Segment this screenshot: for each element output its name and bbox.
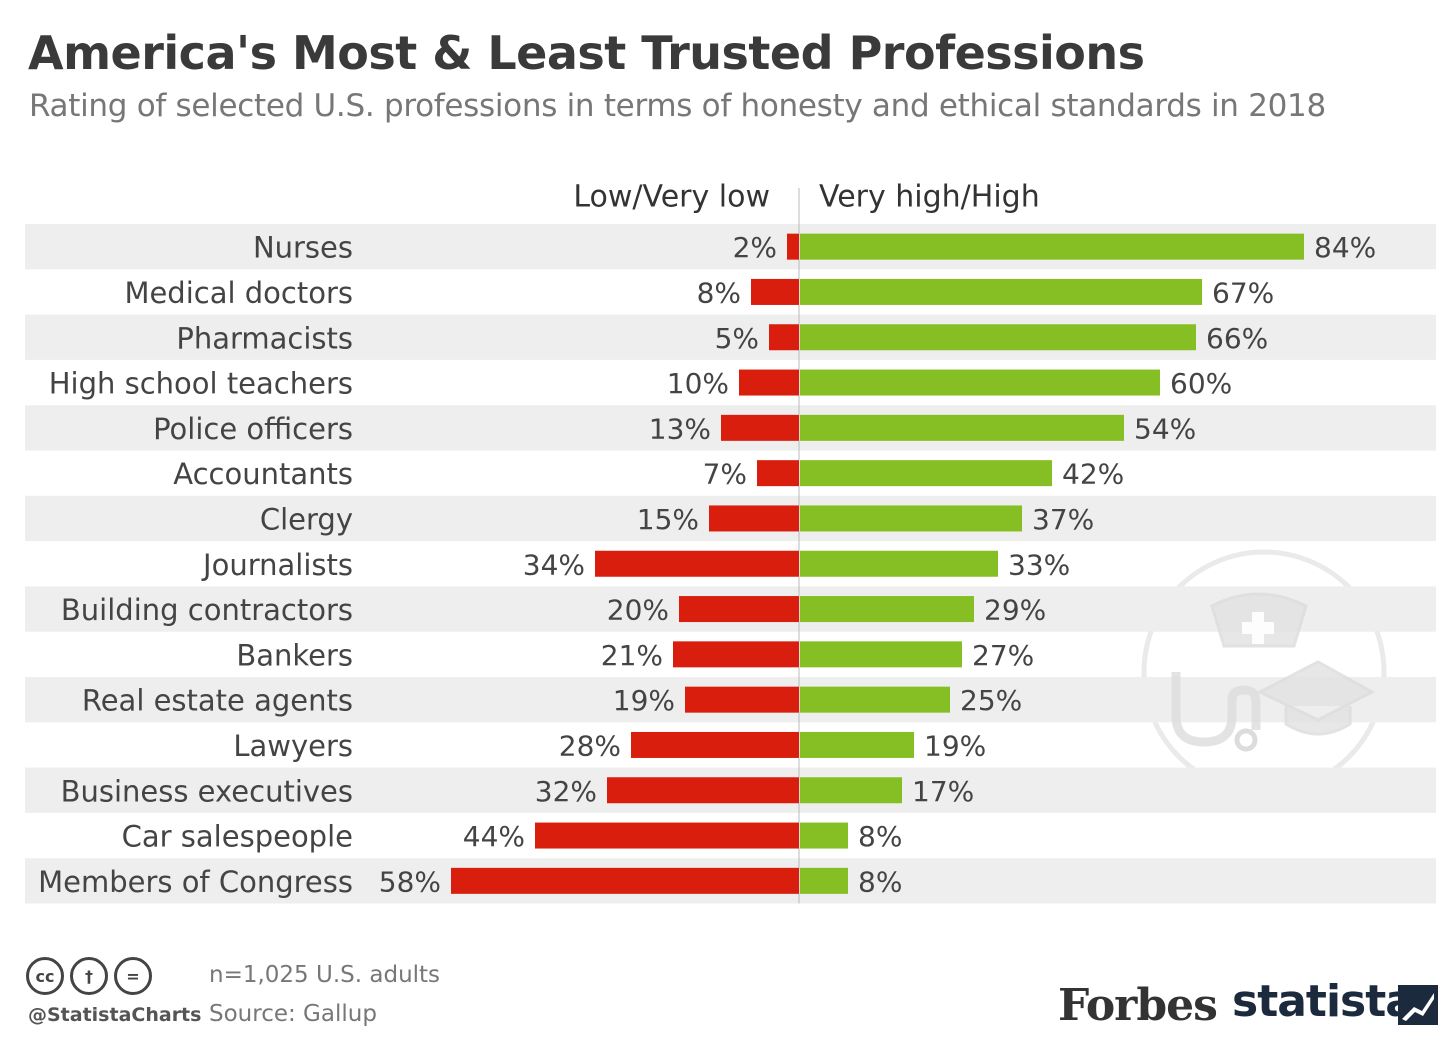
value-label-high: 25% [960, 684, 1022, 717]
bar-low [721, 414, 799, 441]
no-derivatives-icon: = [114, 957, 152, 995]
bar-high [800, 777, 902, 804]
value-label-high: 60% [1170, 367, 1232, 400]
category-label: Journalists [201, 548, 353, 582]
value-label-low: 21% [601, 639, 663, 672]
category-label: Nurses [253, 231, 353, 265]
bar-high [800, 369, 1160, 396]
cross-mark [1242, 612, 1274, 644]
bar-low [595, 550, 799, 577]
bar-high [800, 686, 950, 713]
value-label-low: 13% [649, 412, 711, 445]
bar-high [800, 641, 962, 668]
bar-high [800, 867, 848, 894]
source-note: Source: Gallup [209, 1001, 377, 1027]
chart-title: America's Most & Least Trusted Professio… [28, 26, 1145, 80]
bar-low [709, 505, 799, 532]
row-band [25, 314, 1436, 360]
value-label-low: 15% [637, 503, 699, 536]
bar-high [800, 505, 1022, 532]
value-label-high: 8% [858, 865, 902, 898]
bar-high [800, 278, 1202, 305]
bar-low [673, 641, 799, 668]
value-label-low: 20% [607, 594, 669, 627]
category-label: Car salespeople [122, 820, 353, 854]
value-label-low: 7% [703, 458, 747, 491]
value-label-high: 37% [1032, 503, 1094, 536]
category-label: Clergy [260, 502, 353, 536]
bar-high [800, 822, 848, 849]
value-label-high: 19% [924, 729, 986, 762]
legend-high: Very high/High [819, 180, 1040, 215]
bar-low [751, 278, 799, 305]
legend-low: Low/Very low [573, 180, 770, 215]
value-label-high: 42% [1062, 458, 1124, 491]
value-label-high: 29% [984, 594, 1046, 627]
bar-high [800, 460, 1052, 487]
bar-high [800, 324, 1196, 351]
statista-handle: @StatistaCharts [28, 1004, 202, 1026]
value-label-high: 33% [1008, 548, 1070, 581]
bar-low [607, 777, 799, 804]
value-label-high: 66% [1206, 322, 1268, 355]
statista-mark-icon [1398, 985, 1438, 1025]
bar-low [535, 822, 799, 849]
category-label: Real estate agents [82, 684, 353, 718]
bar-low [631, 731, 799, 758]
category-label: Business executives [61, 774, 353, 808]
value-label-low: 2% [733, 231, 777, 264]
value-label-high: 27% [972, 639, 1034, 672]
sample-note: n=1,025 U.S. adults [209, 962, 441, 988]
category-label: High school teachers [49, 367, 353, 401]
value-label-low: 44% [463, 820, 525, 853]
value-label-low: 19% [613, 684, 675, 717]
bar-low [769, 324, 799, 351]
cc-icon: cc [26, 957, 64, 995]
value-label-low: 28% [559, 729, 621, 762]
category-label: Lawyers [233, 729, 353, 763]
forbes-logo: Forbes [1058, 980, 1218, 1031]
bar-high [800, 550, 998, 577]
value-label-high: 17% [912, 775, 974, 808]
bar-low [739, 369, 799, 396]
value-label-low: 34% [523, 548, 585, 581]
bar-high [800, 731, 914, 758]
bar-low [451, 867, 799, 894]
bar-high [800, 596, 974, 623]
bar-low [685, 686, 799, 713]
license-icons: cc † = [26, 957, 152, 995]
bar-low [679, 596, 799, 623]
value-label-high: 67% [1212, 276, 1274, 309]
category-label: Bankers [236, 638, 353, 672]
value-label-low: 32% [535, 775, 597, 808]
value-label-high: 54% [1134, 412, 1196, 445]
stethoscope-bell [1234, 728, 1258, 752]
category-label: Members of Congress [38, 865, 353, 899]
value-label-low: 8% [697, 276, 741, 309]
attribution-icon: † [70, 957, 108, 995]
category-label: Police officers [153, 412, 353, 446]
value-label-low: 10% [667, 367, 729, 400]
bar-high [800, 414, 1124, 441]
stethoscope-icon [1171, 672, 1261, 747]
chart-subtitle: Rating of selected U.S. professions in t… [29, 88, 1326, 124]
value-label-high: 84% [1314, 231, 1376, 264]
category-label: Pharmacists [176, 321, 353, 355]
value-label-low: 5% [715, 322, 759, 355]
category-label: Medical doctors [124, 276, 353, 310]
bar-low [757, 460, 799, 487]
category-label: Accountants [173, 457, 353, 491]
value-label-high: 8% [858, 820, 902, 853]
value-label-low: 58% [379, 865, 441, 898]
bar-high [800, 233, 1304, 260]
graduation-cap-icon [1256, 660, 1376, 736]
bar-low [787, 233, 799, 260]
statista-logo: statista [1232, 976, 1415, 1027]
category-label: Building contractors [61, 593, 353, 627]
